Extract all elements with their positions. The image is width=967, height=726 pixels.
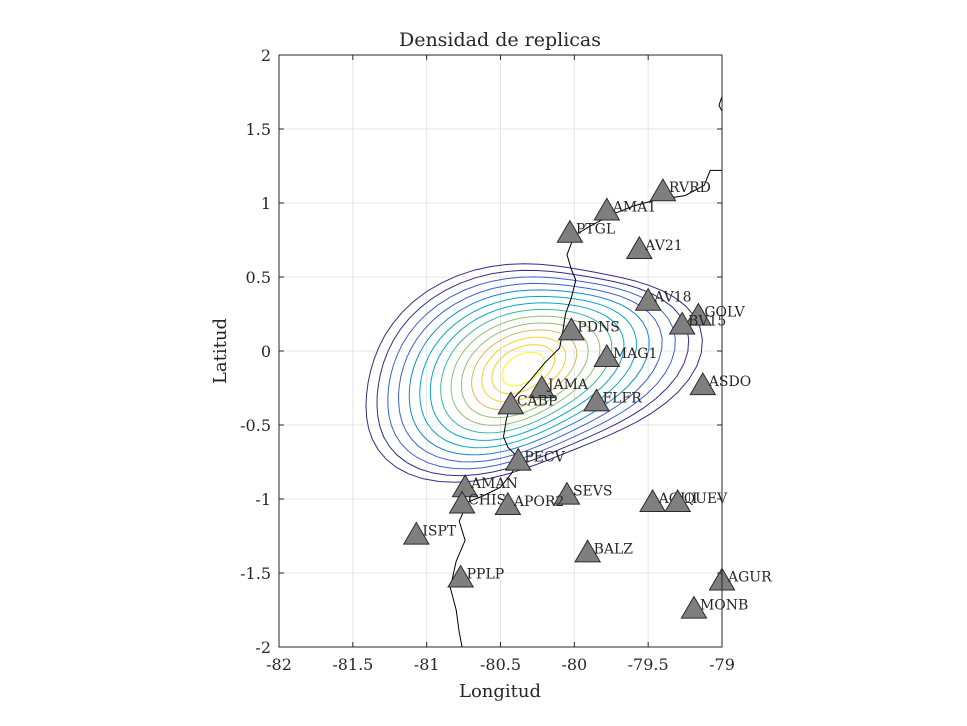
- density-contour: [397, 282, 663, 463]
- station-marker: [680, 595, 708, 619]
- station-marker: [689, 372, 717, 396]
- y-axis-title: Latitud: [210, 318, 231, 384]
- station-marker: [649, 178, 677, 202]
- station-marker: [639, 488, 667, 513]
- y-tick-label: 0.5: [246, 268, 271, 287]
- station-marker: [504, 447, 532, 471]
- station-marker: [553, 481, 581, 505]
- station-marker: [574, 539, 602, 563]
- y-tick-label: -1: [255, 490, 271, 509]
- station-marker: [634, 287, 662, 311]
- station-marker: [593, 343, 621, 368]
- x-tick-label: -81: [414, 655, 440, 674]
- density-contour: [387, 276, 676, 470]
- density-contour: [460, 322, 589, 419]
- y-tick-label: 0: [261, 342, 271, 361]
- x-tick-label: -82: [266, 655, 292, 674]
- x-tick-label: -79: [709, 655, 735, 674]
- station-marker: [497, 391, 525, 415]
- density-contour: [429, 302, 625, 441]
- station-marker: [556, 219, 584, 243]
- density-contour: [471, 329, 578, 411]
- station-label: JAMA: [546, 377, 589, 393]
- station-label: PPLP: [467, 566, 505, 582]
- x-tick-label: -80.5: [480, 655, 521, 674]
- station-marker: [528, 375, 556, 399]
- station-label: AMAN: [470, 476, 518, 492]
- density-contour: [440, 308, 613, 434]
- station-label: AV18: [653, 290, 691, 306]
- coastline-path: [449, 169, 722, 648]
- station-label: APOR2: [513, 494, 564, 510]
- y-tick-label: 2: [261, 46, 271, 65]
- station-marker: [583, 388, 610, 412]
- density-contour: [376, 269, 690, 477]
- station-label: MONB: [700, 598, 748, 614]
- station-label: SEVS: [573, 484, 613, 500]
- station-label: BV15: [688, 313, 726, 329]
- station-marker: [447, 564, 475, 588]
- density-contour: [501, 351, 545, 387]
- station-label: MAG1: [613, 346, 658, 362]
- station-label: BALZ: [594, 541, 634, 557]
- station-label: QUEV: [684, 491, 728, 507]
- x-tick-label: -80: [561, 655, 587, 674]
- station-marker: [448, 490, 476, 514]
- density-contour: [365, 263, 703, 483]
- station-label: ASDO: [708, 374, 751, 390]
- chart-title: Densidad de replicas: [399, 29, 601, 51]
- station-label: PDNS: [577, 319, 620, 335]
- y-tick-label: 1: [261, 194, 271, 213]
- station-label: FLFR: [602, 390, 642, 406]
- y-tick-label: 1.5: [246, 120, 271, 139]
- station-label: CABP: [517, 393, 558, 409]
- station-marker: [557, 317, 585, 341]
- y-tick-label: -0.5: [240, 416, 271, 435]
- y-tick-label: -2: [255, 638, 271, 657]
- axis-ticks: -82 -81.5 -81 -80.5 -80 -79.5 -79 2 1.5 1 0.5 0 -0.5…: [240, 46, 735, 674]
- station-marker: [593, 197, 621, 221]
- station-marker: [625, 235, 653, 259]
- y-tick-label: -1.5: [240, 564, 271, 583]
- coastline: [449, 96, 723, 648]
- station-label: GOLV: [704, 304, 745, 320]
- x-tick-label: -79.5: [628, 655, 669, 674]
- station-marker: [668, 311, 696, 335]
- station-label: AGUR: [727, 569, 772, 585]
- station-label: AMA1: [612, 199, 656, 215]
- station-label: CHIS: [468, 492, 506, 508]
- station-label: PECV: [524, 450, 565, 466]
- x-tick-label: -81.5: [332, 655, 373, 674]
- station-label: ISPT: [422, 524, 457, 540]
- station-marker: [684, 302, 712, 326]
- density-contour: [450, 315, 601, 426]
- density-contour: [491, 344, 556, 395]
- station-marker: [402, 521, 430, 545]
- station-label: AV21: [644, 238, 682, 254]
- station-label: PTGL: [576, 222, 615, 238]
- x-axis-title: Longitud: [459, 681, 541, 702]
- station-marker: [664, 488, 692, 513]
- station-marker: [494, 491, 522, 516]
- density-contour: [481, 336, 567, 403]
- coastline-path: [718, 96, 723, 112]
- station-label: RVRD: [669, 180, 711, 196]
